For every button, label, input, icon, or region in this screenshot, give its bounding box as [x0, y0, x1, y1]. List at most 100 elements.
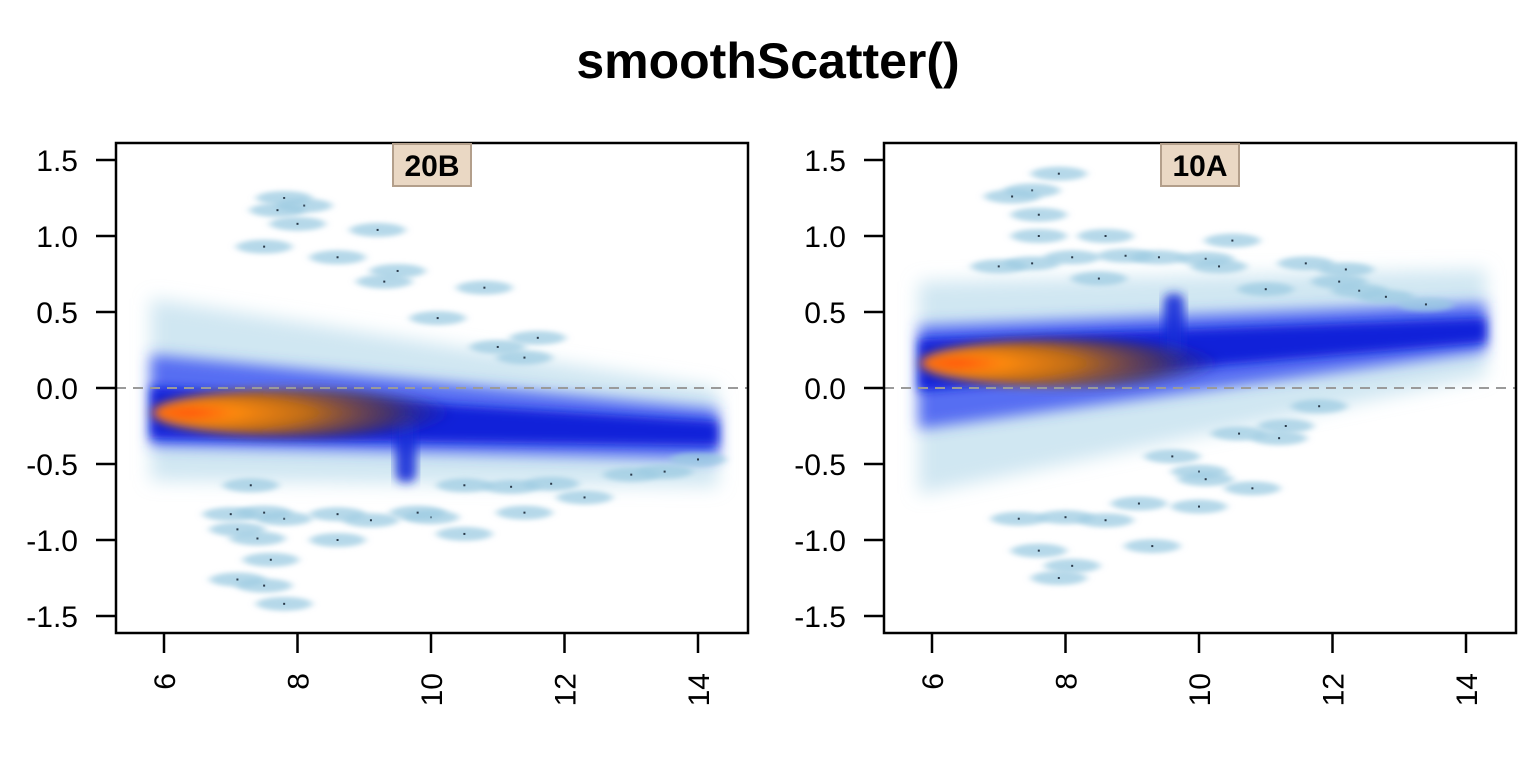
outlier-point [336, 256, 339, 259]
outlier-point [1011, 195, 1014, 198]
panel-label: 20B [404, 150, 459, 183]
outlier-point [663, 470, 666, 473]
outlier-point [1318, 405, 1321, 408]
panel-label: 10A [1172, 150, 1227, 183]
outlier-point [1057, 577, 1060, 579]
outlier-point [1037, 213, 1040, 216]
y-tick-label: -1.0 [794, 525, 846, 558]
y-tick-label: 0.5 [804, 297, 846, 330]
x-tick-label: 8 [283, 673, 316, 690]
outlier-point [276, 209, 279, 212]
outlier-point [236, 528, 239, 531]
outlier-point [283, 517, 286, 520]
outlier-point [336, 513, 339, 516]
x-tick-label: 12 [1318, 673, 1351, 706]
x-tick-label: 6 [149, 673, 182, 690]
y-tick-label: 1.5 [36, 145, 78, 178]
outlier-point [303, 204, 306, 207]
outlier-point [1304, 262, 1307, 265]
outlier-point [263, 245, 266, 248]
outlier-point [229, 513, 232, 516]
outlier-point [496, 345, 499, 348]
outlier-point [249, 484, 252, 487]
outlier-point [369, 519, 372, 522]
outlier-point [396, 269, 399, 272]
figure-title: smoothScatter() [576, 33, 959, 89]
outlier-point [436, 317, 439, 320]
outlier-point [1057, 172, 1060, 175]
panel-10A: 10A 1.5 1.0 0.5 0.0 -0.5 -1.0 -1.5 6 8 10 12 14 [794, 141, 1518, 706]
outlier-point [336, 539, 339, 541]
outlier-point [376, 228, 379, 231]
outlier-point [1031, 189, 1034, 192]
y-tick-label: -1.5 [794, 601, 846, 634]
outlier-point [383, 280, 386, 283]
outlier-point [510, 485, 513, 488]
y-tick-label: 0.0 [36, 373, 78, 406]
outlier-point [1104, 235, 1107, 237]
outlier-point [256, 537, 259, 540]
x-tick-label: 14 [1451, 673, 1484, 706]
density-plot-area [918, 166, 1487, 585]
y-tick-label: 1.0 [36, 221, 78, 254]
y-tick-label: 1.0 [804, 221, 846, 254]
outlier-point [1251, 487, 1254, 490]
outlier-point [1071, 564, 1074, 567]
outlier-point [1071, 256, 1074, 259]
panel-label-box [1160, 143, 1240, 187]
outlier-point [523, 511, 526, 514]
x-tick-label: 10 [1184, 673, 1217, 706]
panel-20B: 20B 1.5 1.0 0.5 0.0 -0.5 -1.0 -1.5 6 8 10 12 14 [26, 141, 750, 706]
outlier-point [1157, 256, 1160, 259]
density-spike [1163, 293, 1185, 358]
outlier-point [236, 578, 239, 581]
outlier-point [269, 558, 272, 561]
outlier-point [1278, 437, 1281, 440]
outlier-point [416, 511, 419, 514]
outlier-point [463, 484, 466, 487]
outlier-point [583, 496, 586, 499]
outlier-point [697, 458, 699, 461]
y-tick-label: 0.5 [36, 297, 78, 330]
outlier-point [463, 532, 466, 535]
density-plot-area [150, 191, 726, 611]
outlier-point [1284, 425, 1287, 427]
x-tick-label: 10 [416, 673, 449, 706]
outlier-point [1238, 432, 1241, 435]
outlier-point [1204, 257, 1207, 260]
outlier-point [1198, 470, 1200, 473]
outlier-point [523, 356, 526, 359]
outlier-point [997, 265, 1000, 268]
outlier-point [1104, 519, 1107, 522]
outlier-point [1264, 288, 1267, 291]
y-tick-label: -1.0 [26, 525, 78, 558]
outlier-point [283, 602, 286, 605]
outlier-point [1338, 280, 1341, 283]
outlier-point [536, 336, 539, 339]
density-hotspot [920, 339, 1221, 388]
outlier-point [1137, 502, 1140, 505]
outlier-point [1171, 455, 1174, 458]
outlier-point [1218, 265, 1221, 268]
outlier-point [483, 286, 486, 289]
outlier-point [263, 584, 266, 587]
outlier-point [1031, 262, 1034, 265]
y-tick-label: -1.5 [26, 601, 78, 634]
density-hotspot [152, 388, 453, 437]
outlier-point [1097, 277, 1100, 280]
x-tick-label: 14 [683, 673, 716, 706]
y-tick-label: -0.5 [26, 449, 78, 482]
outlier-point [263, 511, 266, 514]
outlier-point [1017, 517, 1020, 520]
outlier-point [1384, 295, 1387, 298]
y-tick-label: 1.5 [804, 145, 846, 178]
outlier-point [283, 197, 286, 199]
outlier-point [1151, 545, 1154, 548]
outlier-point [1037, 235, 1040, 237]
outlier-point [1037, 549, 1040, 552]
x-tick-label: 6 [917, 673, 950, 690]
outlier-point [1358, 289, 1361, 292]
outlier-point [630, 473, 633, 476]
y-tick-label: -0.5 [794, 449, 846, 482]
